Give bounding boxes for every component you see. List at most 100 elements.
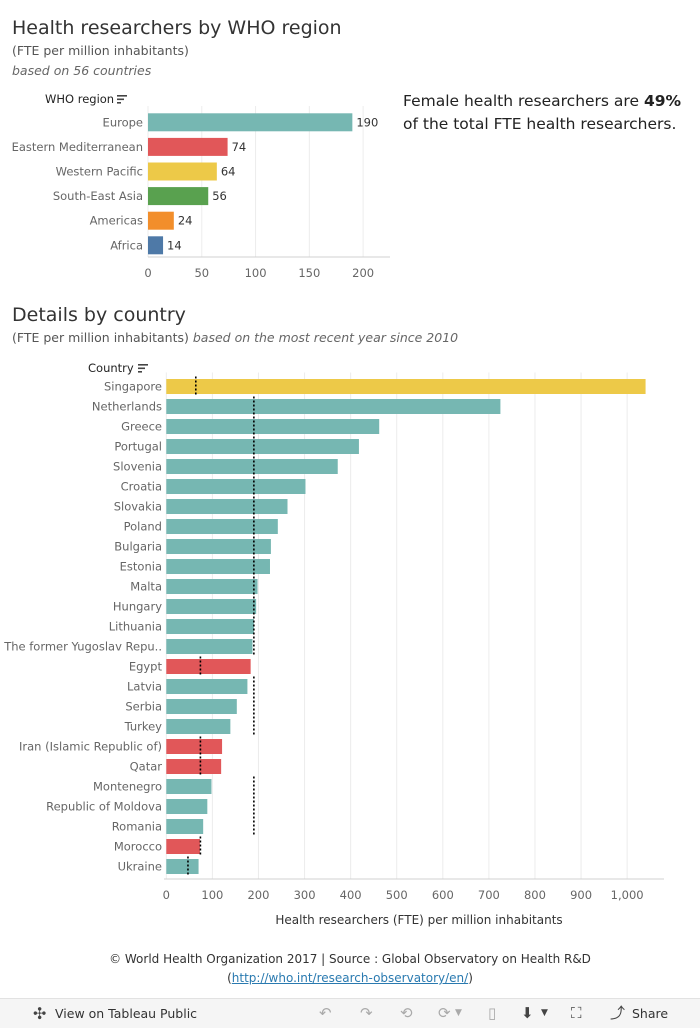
country-bar[interactable] (166, 539, 271, 554)
country-category-label: Ukraine (118, 860, 162, 874)
country-x-tick-label: 900 (570, 888, 592, 902)
country-bar[interactable] (166, 519, 278, 534)
country-category-label: Romania (112, 820, 162, 834)
country-category-label: Montenegro (93, 780, 162, 794)
country-category-label: Slovenia (113, 460, 162, 474)
country-bar[interactable] (166, 459, 338, 474)
country-category-label: Slovakia (114, 500, 162, 514)
region-bar[interactable] (148, 113, 353, 132)
region-x-tick-label: 100 (245, 266, 267, 280)
country-category-label: Estonia (120, 560, 162, 574)
region-bar[interactable] (148, 236, 164, 255)
country-bar[interactable] (166, 679, 248, 694)
country-category-label: Portugal (114, 440, 162, 454)
country-category-label: Egypt (129, 660, 163, 674)
country-bar[interactable] (166, 579, 258, 594)
country-x-axis-label: Health researchers (FTE) per million inh… (275, 913, 562, 927)
fullscreen-icon[interactable]: ⛶ (571, 1004, 582, 1022)
share-icon[interactable]: ⤴ (610, 1004, 626, 1022)
region-bar[interactable] (148, 211, 174, 230)
country-x-tick-label: 1,000 (611, 888, 644, 902)
country-bar[interactable] (166, 819, 204, 834)
country-category-label: Bulgaria (114, 540, 162, 554)
country-chart-subtitle: (FTE per million inhabitants) (12, 330, 189, 345)
callout-suffix: of the total FTE health researchers. (403, 115, 677, 133)
pause-icon[interactable]: ▯ (488, 1004, 497, 1022)
country-bar[interactable] (166, 499, 288, 514)
download-icon[interactable]: ⬇ (521, 1004, 534, 1022)
footer-link-line: (http://who.int/research-observatory/en/… (0, 969, 700, 988)
region-chart-title: Health researchers by WHO region (12, 17, 342, 39)
country-category-label: Qatar (130, 760, 163, 774)
country-bar[interactable] (166, 799, 208, 814)
redo-icon[interactable]: ↷ (360, 1004, 373, 1022)
female-researchers-callout: Female health researchers are 49% of the… (403, 90, 693, 136)
country-bar-chart: Country Health researchers (FTE) per mil… (3, 361, 664, 927)
undo-icon[interactable]: ↶ (319, 1004, 332, 1022)
region-bar[interactable] (148, 162, 217, 181)
country-x-tick-label: 600 (432, 888, 454, 902)
sort-icon[interactable] (117, 95, 127, 104)
tableau-logo-icon[interactable]: ✣ (33, 1004, 47, 1023)
region-x-tick-label: 200 (352, 266, 374, 280)
share-button[interactable]: Share (632, 1006, 669, 1021)
region-value-label: 190 (356, 115, 378, 129)
refresh-chevron-down-icon[interactable]: ▼ (455, 1008, 462, 1018)
region-bar[interactable] (148, 187, 209, 206)
country-bar[interactable] (166, 619, 254, 634)
region-category-label: Western Pacific (56, 165, 143, 179)
country-bar[interactable] (166, 779, 212, 794)
country-category-label: Croatia (121, 480, 162, 494)
country-bar[interactable] (166, 719, 231, 734)
country-bar[interactable] (166, 759, 222, 774)
country-category-label: Poland (124, 520, 162, 534)
country-category-label: Malta (130, 580, 162, 594)
view-on-tableau-link[interactable]: View on Tableau Public (55, 1006, 198, 1021)
region-axis-header[interactable]: WHO region (45, 92, 114, 106)
country-bar[interactable] (166, 699, 237, 714)
revert-icon[interactable]: ⟲ (400, 1004, 413, 1022)
region-category-label: Europe (103, 115, 143, 129)
country-x-tick-label: 0 (163, 888, 170, 902)
footer: © World Health Organization 2017 | Sourc… (0, 950, 700, 988)
country-bar[interactable] (166, 739, 223, 754)
country-axis-header[interactable]: Country (88, 361, 134, 375)
country-category-label: Greece (121, 420, 162, 434)
country-x-tick-label: 100 (201, 888, 223, 902)
country-bar[interactable] (166, 399, 501, 414)
country-x-tick-label: 800 (524, 888, 546, 902)
country-category-label: Latvia (127, 680, 162, 694)
region-value-label: 24 (178, 214, 193, 228)
footer-open-paren: ( (227, 971, 232, 985)
country-bar[interactable] (166, 599, 257, 614)
country-bar[interactable] (166, 419, 380, 434)
country-category-label: Republic of Moldova (46, 800, 162, 814)
country-bar[interactable] (166, 639, 253, 654)
country-bar[interactable] (166, 479, 306, 494)
country-category-label: Netherlands (92, 400, 162, 414)
country-x-tick-label: 300 (294, 888, 316, 902)
country-bar[interactable] (166, 559, 270, 574)
region-x-tick-label: 50 (194, 266, 209, 280)
country-bar[interactable] (166, 839, 200, 854)
source-link[interactable]: http://who.int/research-observatory/en/ (231, 971, 469, 985)
country-category-label: Turkey (124, 720, 163, 734)
refresh-icon[interactable]: ⟳ (438, 1004, 451, 1022)
footer-credit: © World Health Organization 2017 | Sourc… (109, 952, 591, 966)
country-bar[interactable] (166, 659, 251, 674)
sort-icon[interactable] (138, 364, 148, 373)
region-category-label: South-East Asia (53, 189, 143, 203)
region-value-label: 64 (221, 165, 236, 179)
region-category-label: Eastern Mediterranean (12, 140, 143, 154)
region-chart-note: based on 56 countries (12, 63, 152, 78)
country-chart-title: Details by country (12, 304, 186, 326)
region-bar[interactable] (148, 137, 228, 156)
region-x-tick-label: 0 (144, 266, 151, 280)
country-chart-subtitle-line: (FTE per million inhabitants) based on t… (12, 330, 458, 345)
country-category-label: Serbia (125, 700, 162, 714)
download-chevron-down-icon[interactable]: ▼ (541, 1008, 548, 1018)
region-value-label: 14 (167, 238, 182, 252)
country-bar[interactable] (166, 379, 646, 394)
country-bar[interactable] (166, 859, 199, 874)
country-bar[interactable] (166, 439, 359, 454)
